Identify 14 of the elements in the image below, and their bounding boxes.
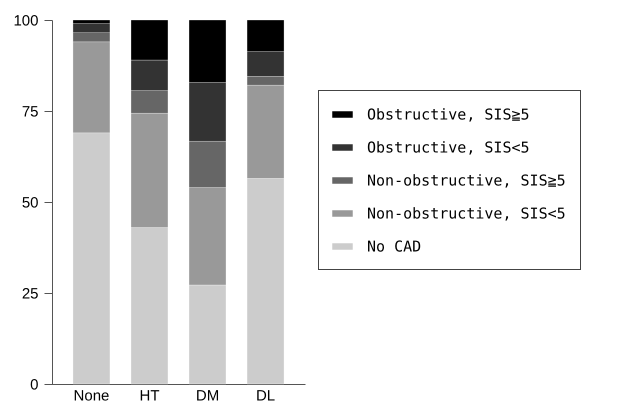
x-tick-label: DM — [196, 388, 220, 404]
legend-label: Obstructive, SIS≧5 — [367, 106, 530, 124]
y-tick-label: 100 — [13, 12, 38, 30]
x-tick-label: DL — [256, 388, 276, 404]
legend-label: No CAD — [367, 238, 422, 256]
legend-label: Obstructive, SIS<5 — [367, 138, 530, 156]
x-tick-label: HT — [139, 388, 160, 404]
y-tick-label: 50 — [22, 194, 38, 212]
y-tick-label: 75 — [22, 104, 38, 120]
y-tick-label: 0 — [30, 376, 38, 394]
y-tick-label: 25 — [22, 286, 38, 302]
legend-label: Non-obstructive, SIS<5 — [367, 204, 566, 222]
x-tick-label: None — [74, 388, 110, 404]
legend-label: Non-obstructive, SIS≧5 — [367, 172, 566, 190]
